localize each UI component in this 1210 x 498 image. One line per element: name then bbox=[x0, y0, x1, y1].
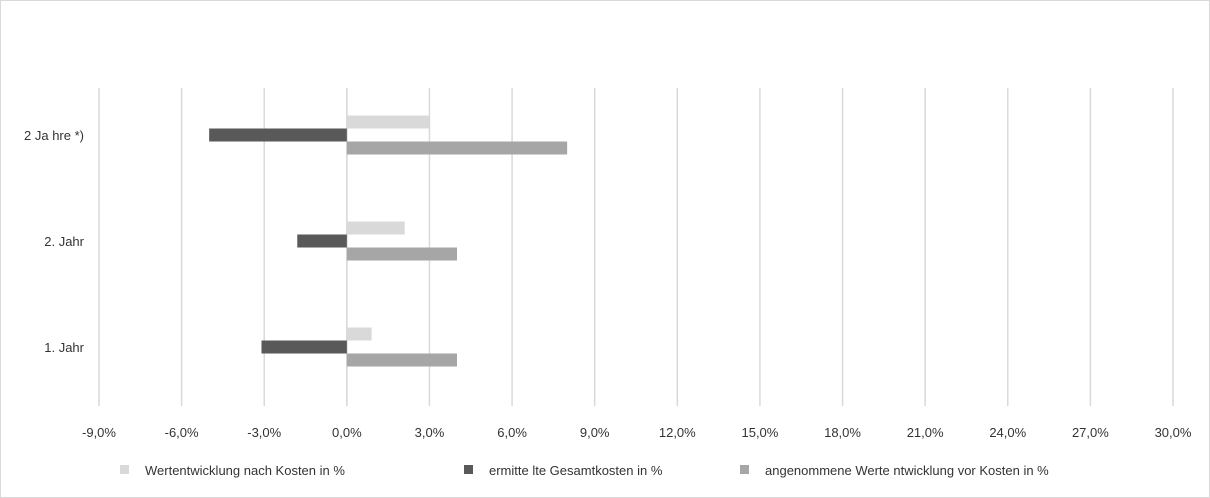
bar bbox=[346, 327, 372, 341]
bar bbox=[346, 221, 405, 235]
category-label: 1. Jahr bbox=[44, 340, 84, 355]
x-tick-label: 30,0% bbox=[1155, 425, 1192, 440]
legend-label: angenommene Werte ntwicklung vor Kosten … bbox=[765, 463, 1049, 478]
bar bbox=[209, 128, 347, 142]
x-tick-label: 0,0% bbox=[332, 425, 362, 440]
x-tick-label: 12,0% bbox=[659, 425, 696, 440]
category-label: 2. Jahr bbox=[44, 234, 84, 249]
bars bbox=[209, 115, 568, 367]
category-labels: 2 Ja hre *) 2. Jahr 1. Jahr bbox=[24, 128, 85, 355]
legend: Wertentwicklung nach Kosten in % ermitte … bbox=[120, 463, 1049, 478]
legend-label: Wertentwicklung nach Kosten in % bbox=[145, 463, 345, 478]
category-label: 2 Ja hre *) bbox=[24, 128, 84, 143]
legend-swatch bbox=[464, 465, 473, 474]
x-tick-label: 24,0% bbox=[989, 425, 1026, 440]
bar bbox=[297, 234, 347, 248]
bar bbox=[261, 340, 347, 354]
x-tick-label: 18,0% bbox=[824, 425, 861, 440]
bar bbox=[346, 115, 430, 129]
x-tick-label: 21,0% bbox=[907, 425, 944, 440]
x-tick-label: 27,0% bbox=[1072, 425, 1109, 440]
legend-label: ermitte lte Gesamtkosten in % bbox=[489, 463, 663, 478]
x-tick-labels: -9,0% -6,0% -3,0% 0,0% 3,0% 6,0% 9,0% 12,0% 15,0… bbox=[82, 425, 1192, 440]
legend-swatch bbox=[740, 465, 749, 474]
x-tick-label: -9,0% bbox=[82, 425, 116, 440]
legend-swatch bbox=[120, 465, 129, 474]
bar bbox=[346, 247, 457, 261]
bar bbox=[346, 141, 568, 155]
grid-lines bbox=[98, 88, 1174, 406]
x-tick-label: -3,0% bbox=[247, 425, 281, 440]
x-tick-label: 6,0% bbox=[497, 425, 527, 440]
x-tick-label: 3,0% bbox=[415, 425, 445, 440]
x-tick-label: 9,0% bbox=[580, 425, 610, 440]
x-tick-label: 15,0% bbox=[741, 425, 778, 440]
x-tick-label: -6,0% bbox=[165, 425, 199, 440]
bar bbox=[346, 353, 457, 367]
